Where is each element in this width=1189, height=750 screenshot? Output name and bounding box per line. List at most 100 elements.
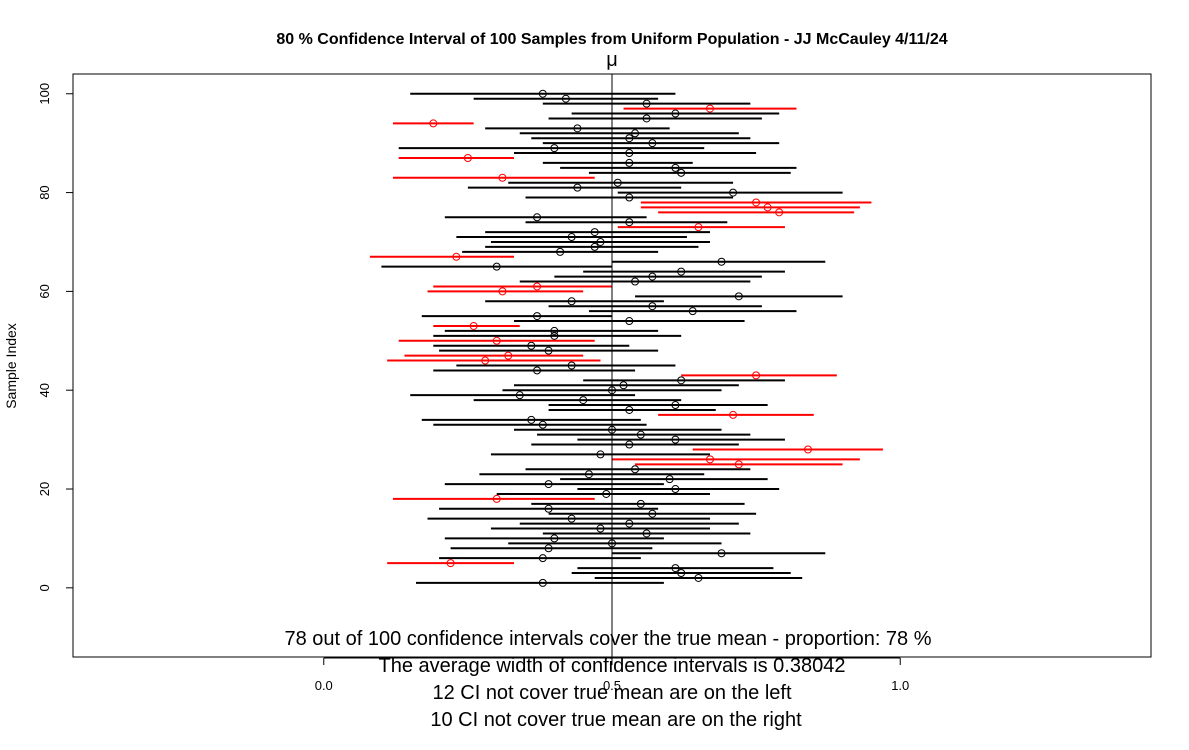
- sample-mean-4: [671, 564, 680, 573]
- y-tick-label-0: 0: [37, 584, 52, 591]
- sample-mean-78: [752, 198, 761, 207]
- sample-mean-12: [596, 524, 605, 533]
- sample-mean-20: [671, 485, 680, 494]
- sample-mean-16: [544, 504, 553, 513]
- y-tick-label-100: 100: [37, 83, 52, 105]
- sample-mean-21: [544, 480, 553, 489]
- sample-mean-57: [648, 302, 657, 311]
- sample-mean-73: [694, 223, 703, 232]
- sample-mean-44: [533, 366, 542, 375]
- sample-mean-54: [625, 317, 634, 326]
- sample-mean-38: [579, 396, 588, 405]
- sample-mean-98: [642, 99, 651, 108]
- sample-mean-94: [429, 119, 438, 128]
- interval-group: [369, 89, 883, 587]
- sample-mean-18: [492, 494, 501, 503]
- sample-mean-41: [619, 381, 628, 390]
- sample-mean-42: [677, 376, 686, 385]
- sample-mean-68: [556, 247, 565, 256]
- y-tick-label-40: 40: [37, 383, 52, 397]
- sample-mean-79: [625, 193, 634, 202]
- sample-mean-70: [596, 237, 605, 246]
- sample-mean-53: [469, 321, 478, 330]
- sample-mean-23: [584, 470, 593, 479]
- sample-mean-64: [677, 267, 686, 276]
- sample-mean-71: [567, 233, 576, 242]
- sample-mean-93: [573, 124, 582, 133]
- sample-mean-87: [463, 153, 472, 162]
- y-tick-label-60: 60: [37, 284, 52, 298]
- sample-mean-76: [775, 208, 784, 217]
- y-tick-label-20: 20: [37, 482, 52, 496]
- sample-mean-61: [533, 282, 542, 291]
- sample-mean-14: [567, 514, 576, 523]
- sample-mean-5: [446, 559, 455, 568]
- sample-mean-72: [590, 228, 599, 237]
- sample-mean-19: [602, 489, 611, 498]
- sample-mean-89: [550, 144, 559, 153]
- sample-mean-1: [538, 578, 547, 587]
- sample-mean-6: [538, 554, 547, 563]
- sample-mean-11: [642, 529, 651, 538]
- sample-mean-97: [706, 104, 714, 113]
- sample-mean-43: [752, 371, 761, 380]
- sample-mean-88: [625, 149, 634, 158]
- sample-mean-27: [596, 450, 605, 459]
- left-miss-summary: 12 CI not cover true mean are on the lef…: [432, 682, 792, 704]
- sample-mean-15: [648, 509, 657, 518]
- sample-mean-90: [648, 139, 657, 148]
- sample-mean-48: [544, 346, 553, 355]
- sample-mean-36: [625, 405, 634, 414]
- x-tick-label-0: 0.0: [315, 678, 333, 693]
- sample-mean-83: [498, 173, 507, 182]
- sample-mean-22: [665, 475, 674, 484]
- sample-mean-3: [677, 569, 686, 578]
- sample-mean-59: [734, 292, 743, 301]
- sample-mean-55: [533, 312, 542, 321]
- x-axis: 0.0 0.5 1.0: [315, 657, 909, 693]
- sample-mean-86: [625, 158, 634, 167]
- sample-mean-29: [625, 440, 634, 449]
- sample-mean-85: [671, 163, 680, 172]
- true-mean-label: μ: [606, 49, 618, 71]
- sample-mean-69: [590, 242, 599, 251]
- sample-mean-31: [636, 430, 645, 439]
- y-tick-label-80: 80: [37, 185, 52, 199]
- y-axis: 0 20 40 60 80 100: [37, 83, 74, 591]
- sample-mean-8: [544, 544, 553, 553]
- sample-mean-96: [671, 109, 680, 118]
- sample-mean-10: [550, 534, 559, 543]
- sample-mean-39: [515, 391, 524, 400]
- sample-mean-52: [550, 326, 559, 335]
- x-tick-label-2: 1.0: [891, 678, 909, 693]
- x-tick-label-1: 0.5: [603, 678, 621, 693]
- right-miss-summary: 10 CI not cover true mean are on the rig…: [430, 709, 802, 731]
- sample-mean-30: [671, 435, 680, 444]
- sample-mean-74: [625, 218, 634, 227]
- sample-mean-67: [452, 252, 461, 261]
- sample-mean-28: [804, 445, 812, 454]
- sample-mean-37: [671, 401, 680, 410]
- sample-mean-7: [717, 549, 726, 558]
- sample-mean-45: [567, 361, 576, 370]
- sample-mean-80: [729, 188, 738, 197]
- sample-mean-60: [498, 287, 507, 296]
- sample-mean-50: [492, 336, 501, 345]
- sample-mean-17: [636, 499, 645, 508]
- sample-mean-92: [631, 129, 640, 138]
- sample-mean-2: [694, 573, 703, 582]
- sample-mean-13: [625, 519, 634, 528]
- sample-mean-99: [561, 94, 570, 103]
- sample-mean-46: [481, 356, 490, 365]
- sample-mean-35: [729, 410, 738, 419]
- sample-mean-82: [613, 178, 622, 187]
- sample-mean-63: [648, 272, 657, 281]
- sample-mean-77: [763, 203, 772, 212]
- summary-annotations: 78 out of 100 confidence intervals cover…: [284, 628, 931, 731]
- sample-mean-58: [567, 297, 576, 306]
- sample-mean-25: [734, 460, 743, 469]
- sample-mean-66: [717, 257, 726, 266]
- sample-mean-100: [538, 89, 547, 98]
- sample-mean-81: [573, 183, 582, 192]
